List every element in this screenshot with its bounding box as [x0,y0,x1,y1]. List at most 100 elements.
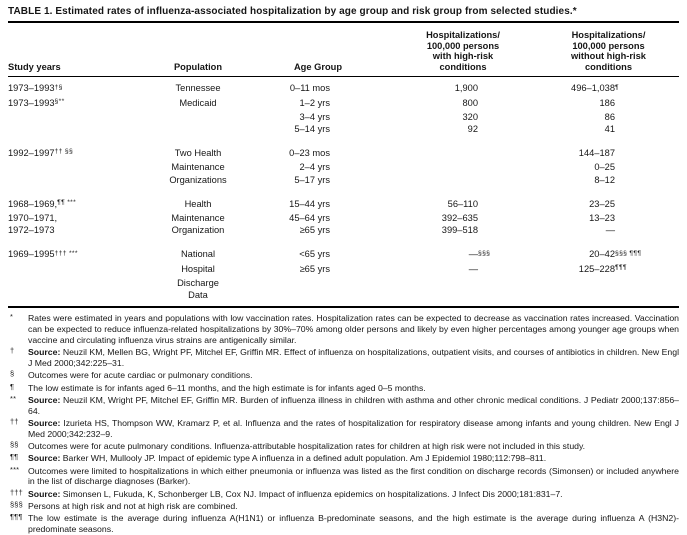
col-header-study-years: Study years [8,23,148,78]
cell-age-group: 0–11 mos [248,77,388,97]
cell-rate-high-risk: 320 [388,111,538,123]
cell-text: 0–23 mos [289,148,330,159]
cell-population: Organizations [148,174,248,186]
cell-population: Medicaid [148,97,248,111]
cell-text: — [605,225,615,236]
table-row: Data [8,289,679,307]
cell-text: 392–635 [441,213,478,223]
footnote-reference: †† §§ [54,148,74,156]
cell-text: Organizations [169,174,227,185]
cell-text: 1992–1997 [8,148,55,159]
footnote-text: The low estimate is for infants aged 6–1… [28,382,426,393]
table-row: 1969–1995††† *** National <65 yrs —§§§ 20–42… [8,248,679,262]
cell-text: 41 [604,123,615,134]
cell-age-group: <65 yrs [248,248,388,262]
cell-age-group: 5–17 yrs [248,174,388,186]
footnote-text: Outcomes were limited to hospitalization… [28,465,679,487]
table-row: 1968–1969,¶¶ *** Health 15–44 yrs 56–110 23–… [8,198,679,212]
cell-text: 3–4 yrs [299,111,331,122]
footnote-marker: †† [10,416,19,426]
footnote-source-label: Source: [28,488,63,499]
footnote-marker: † [10,346,15,356]
cell-rate-high-risk [388,174,538,186]
cell-text: Medicaid [179,97,217,108]
cell-text: National [180,249,216,260]
footnote-marker: *** [10,464,20,474]
cell-study-years: 1992–1997†† §§ [8,147,148,161]
cell-age-group: 45–64 yrs [248,212,388,224]
cell-rate-without-high-risk: 86 [538,111,679,123]
table-row: 1973–1993†§ Tennessee 0–11 mos 1,900 496–1,0… [8,77,679,97]
footnote-marker: ††† [10,487,23,497]
footnote-marker: ** [10,393,17,403]
cell-rate-high-risk: 392–635 [388,212,538,224]
cell-text: 20–42 [589,249,615,260]
footnote-source-label: Source: [28,347,63,358]
table-row: 1972–1973 Organization ≥65 yrs 399–518 — [8,224,679,236]
footnote-text: Barker WH, Mullooly JP. Impact of epidem… [62,453,547,464]
footnotes-section: * Rates were estimated in years and popul… [8,312,679,535]
cell-text: Maintenance [171,162,225,173]
cell-text: 0–11 mos [289,83,330,94]
table-row: 5–14 yrs 92 41 [8,123,679,135]
cell-text: ≥65 yrs [299,225,330,236]
cell-text: ≥65 yrs [299,263,330,274]
cell-rate-without-high-risk: 13–23 [538,212,679,224]
footnote: §§ Outcomes were for acute pulmonary cond… [8,440,679,452]
table-row: Discharge [8,277,679,289]
footnote-source-label: Source: [28,394,63,405]
spacer-cell [8,236,679,248]
cell-rate-without-high-risk: 496–1,038¶ [538,77,679,97]
footnote: ††† Source: Simonsen L, Fukuda, K, Schonb… [8,487,679,500]
cell-rate-high-risk [388,277,538,289]
cell-text: 56–110 [447,198,478,209]
footnote-marker: ¶¶ [10,452,19,462]
footnote-text: Outcomes were for acute cardiac or pulmo… [28,370,253,381]
table-header: Study years Population Age Group Hospita… [8,23,679,78]
cell-rate-without-high-risk: 20–42§§§ ¶¶¶ [538,248,679,262]
table-row: Organizations 5–17 yrs 8–12 [8,174,679,186]
cell-rate-without-high-risk: 0–25 [538,161,679,173]
footnote-reference: ¶¶ *** [57,199,77,206]
cell-text: 5–17 yrs [294,174,330,185]
cell-rate-high-risk: — [388,263,538,277]
spacer-cell [8,135,679,147]
col-header-population: Population [148,23,248,78]
cell-rate-high-risk [388,147,538,161]
cell-rate-high-risk: 56–110 [388,198,538,212]
cell-rate-high-risk: 399–518 [388,224,538,236]
cell-study-years [8,161,148,173]
cell-text: Hospital [181,263,215,274]
footnote: † Source: Neuzil KM, Mellen BG, Wright PF… [8,346,679,369]
cell-text: Tennessee [175,83,221,94]
cell-text: 1968–1969, [8,198,58,209]
cell-text: 1969–1995 [8,249,55,260]
cell-rate-high-risk [388,161,538,173]
footnote: *** Outcomes were limited to hospitalizat… [8,464,679,488]
cell-age-group: 1–2 yrs [248,97,388,111]
spacer-cell [8,186,679,198]
cell-text: 320 [462,111,478,122]
cell-rate-without-high-risk: 186 [538,97,679,111]
cell-text: 5–14 yrs [294,123,330,134]
cell-study-years: 1969–1995††† *** [8,248,148,262]
col-header-hospitalizations-without-high-risk: Hospitalizations/ 100,000 persons withou… [538,23,679,78]
cell-text: 2–4 yrs [299,162,331,173]
cell-rate-without-high-risk: 23–25 [538,198,679,212]
footnote: ¶ The low estimate is for infants aged 6–… [8,382,679,394]
cell-text: 1973–1993 [8,83,55,94]
cell-study-years [8,123,148,135]
cell-rate-high-risk: —§§§ [388,248,538,262]
cell-text: 15–44 yrs [289,198,330,209]
footnote-reference: ¶¶¶ [615,263,627,271]
cell-age-group: 2–4 yrs [248,161,388,173]
group-spacer [8,186,679,198]
cell-age-group [248,277,388,289]
cell-age-group [248,289,388,307]
table-row: 3–4 yrs 320 86 [8,111,679,123]
cell-population: Organization [148,224,248,236]
cell-age-group: ≥65 yrs [248,224,388,236]
cell-study-years [8,111,148,123]
cell-text: Health [184,198,212,209]
